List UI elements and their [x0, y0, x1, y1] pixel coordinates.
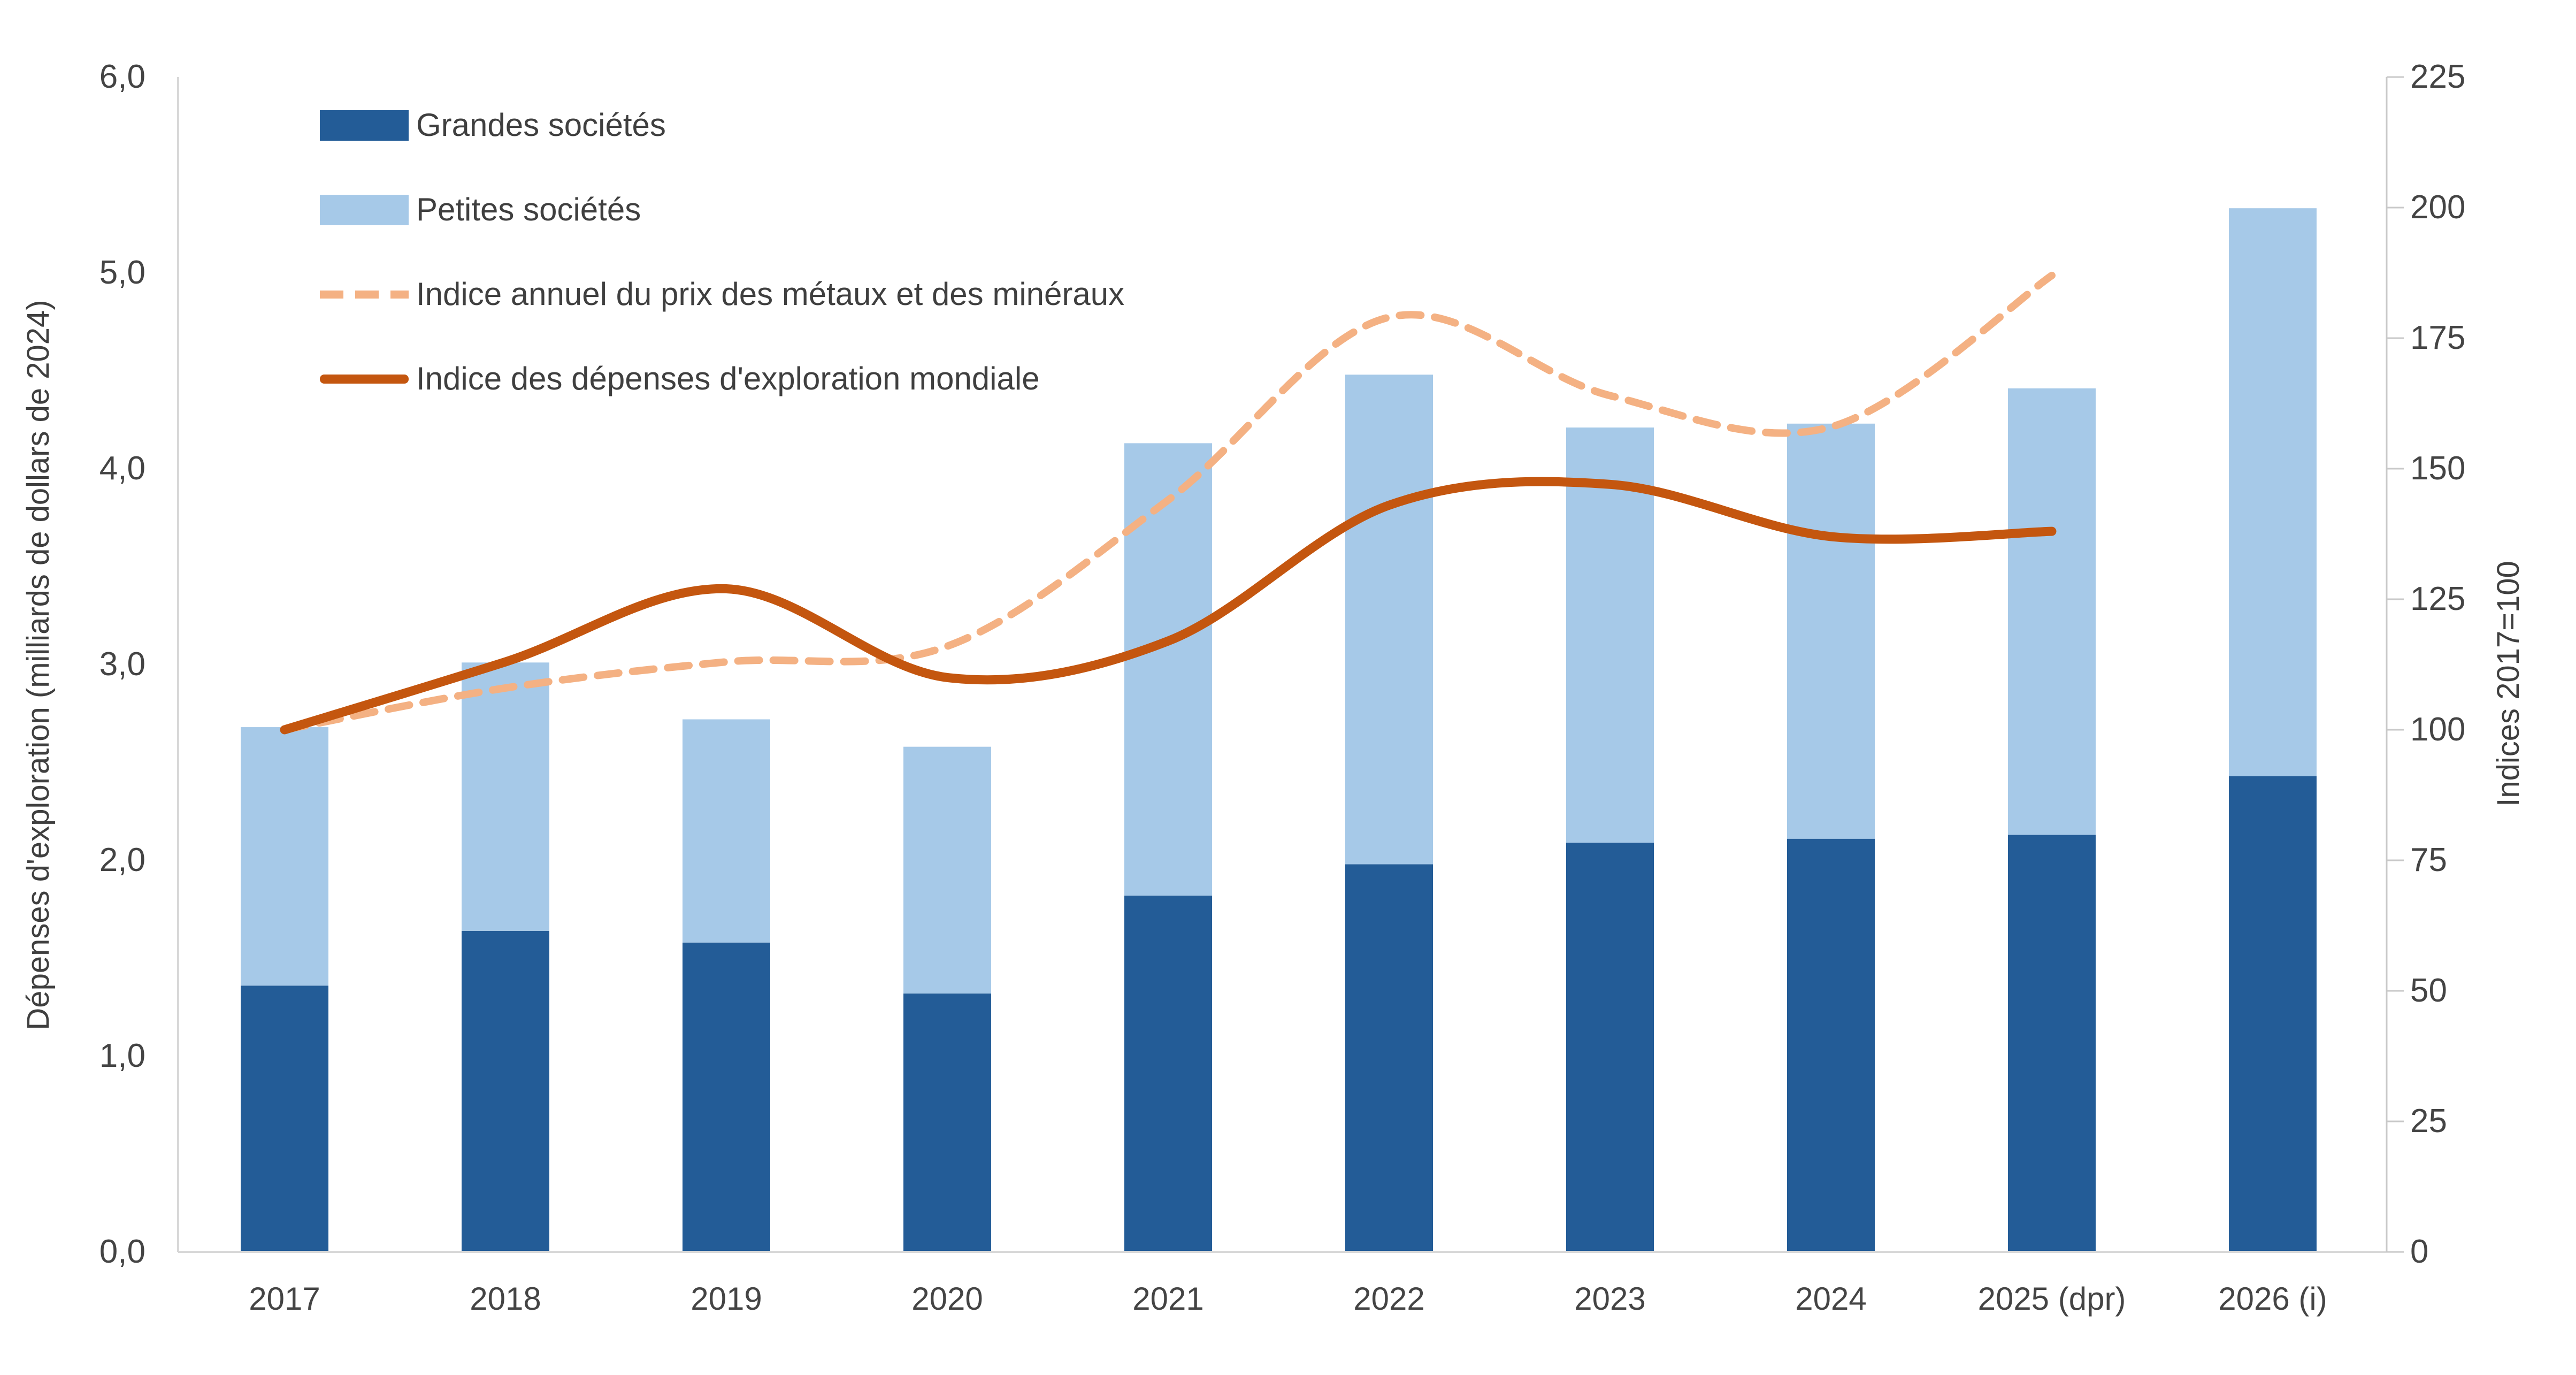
y-right-tick-label: 175	[2410, 319, 2466, 356]
bar-grandes-2024	[1787, 838, 1875, 1252]
line-indice-depenses-mondiale	[280, 477, 2057, 735]
bar-petites-2025 (dpr)	[2008, 388, 2096, 835]
x-category-label: 2026 (i)	[2218, 1281, 2327, 1317]
legend-label-petites-societes: Petites sociétés	[416, 192, 641, 227]
y-right-tick-label: 50	[2410, 972, 2447, 1009]
line-indice-prix-metaux	[281, 271, 2056, 734]
y-right-tick-label: 225	[2410, 58, 2466, 95]
bar-grandes-2018	[462, 930, 549, 1252]
x-category-label: 2022	[1353, 1281, 1425, 1317]
legend-item-grandes-societes: Grandes sociétés	[320, 83, 666, 167]
bar-petites-2017	[241, 727, 328, 986]
y-right-tick-label: 0	[2410, 1233, 2429, 1270]
legend-solid-line-icon	[320, 374, 409, 384]
y-right-tick-label: 150	[2410, 450, 2466, 487]
y-left-tick-label: 2,0	[99, 842, 145, 879]
bar-petites-2023	[1566, 427, 1654, 843]
x-category-label: 2021	[1132, 1281, 1204, 1317]
y-right-tick-label: 75	[2410, 842, 2447, 879]
y-left-tick-label: 0,0	[99, 1233, 145, 1270]
x-category-label: 2019	[691, 1281, 762, 1317]
bar-grandes-2020	[903, 993, 991, 1252]
legend-item-indice-depenses: Indice des dépenses d'exploration mondia…	[320, 337, 1040, 421]
x-category-label: 2018	[470, 1281, 541, 1317]
legend-item-petites-societes: Petites sociétés	[320, 167, 641, 252]
bar-petites-2026 (i)	[2229, 208, 2317, 776]
legend-item-indice-prix: Indice annuel du prix des métaux et des …	[320, 252, 1124, 337]
y-left-tick-label: 6,0	[99, 58, 145, 95]
bar-petites-2022	[1345, 375, 1433, 865]
y-right-tick-label: 200	[2410, 189, 2466, 226]
bar-grandes-2025 (dpr)	[2008, 835, 2096, 1252]
bar-petites-2019	[683, 719, 770, 943]
bar-petites-2021	[1124, 443, 1212, 896]
y-left-tick-label: 5,0	[99, 254, 145, 291]
legend-dashed-line-icon	[320, 290, 409, 299]
y-axis-right-title: Indices 2017=100	[2491, 561, 2526, 807]
x-category-label: 2024	[1795, 1281, 1867, 1317]
y-left-tick-label: 1,0	[99, 1037, 145, 1074]
y-left-tick-label: 4,0	[99, 450, 145, 487]
legend-label-indice-prix: Indice annuel du prix des métaux et des …	[416, 276, 1125, 312]
y-right-tick-label: 125	[2410, 580, 2466, 617]
legend-swatch-petites-societes-icon	[320, 194, 409, 225]
x-category-label: 2017	[249, 1281, 320, 1317]
legend-swatch-grandes-societes-icon	[320, 110, 409, 141]
bar-petites-2018	[462, 662, 549, 931]
bar-grandes-2023	[1566, 843, 1654, 1252]
x-category-label: 2023	[1574, 1281, 1646, 1317]
y-axis-left-title: Dépenses d'exploration (milliards de dol…	[21, 300, 56, 1030]
legend-label-grandes-societes: Grandes sociétés	[416, 107, 666, 143]
bar-petites-2020	[903, 746, 991, 994]
x-category-label: 2025 (dpr)	[1977, 1281, 2126, 1317]
bar-grandes-2022	[1345, 864, 1433, 1252]
y-left-tick-label: 3,0	[99, 646, 145, 683]
bar-petites-2024	[1787, 423, 1875, 839]
legend-label-indice-depenses: Indice des dépenses d'exploration mondia…	[416, 361, 1040, 396]
bar-grandes-2019	[683, 942, 770, 1252]
bar-grandes-2017	[241, 986, 328, 1252]
y-right-tick-label: 25	[2410, 1103, 2447, 1140]
y-right-tick-label: 100	[2410, 711, 2466, 748]
x-category-label: 2020	[911, 1281, 983, 1317]
bar-grandes-2021	[1124, 895, 1212, 1252]
bar-grandes-2026 (i)	[2229, 776, 2317, 1252]
